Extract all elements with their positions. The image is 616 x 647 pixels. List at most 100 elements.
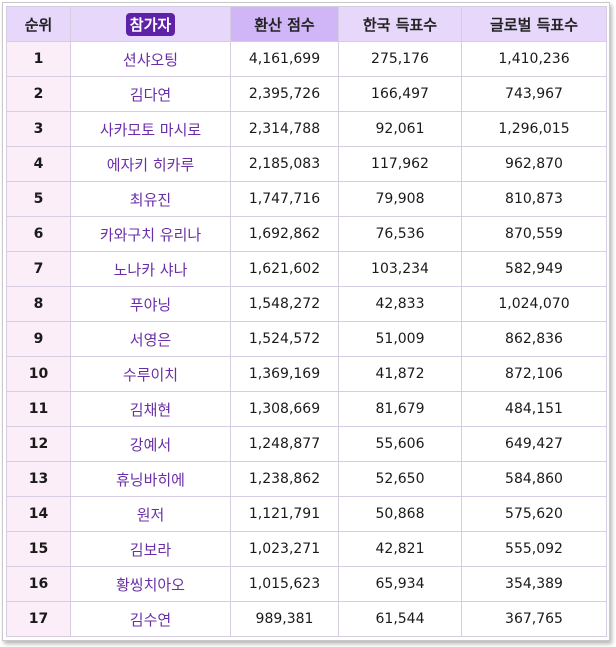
korea-votes-cell: 275,176: [338, 41, 462, 77]
korea-votes-cell: 51,009: [338, 321, 462, 357]
korea-votes-cell: 65,934: [338, 566, 462, 602]
rank-cell: 7: [6, 251, 71, 287]
table-row: 11 김채현 1,308,669 81,679 484,151: [6, 391, 607, 427]
korea-votes-cell: 166,497: [338, 76, 462, 112]
score-cell: 989,381: [230, 601, 339, 637]
global-votes-cell: 584,860: [461, 461, 607, 497]
korea-votes-cell: 81,679: [338, 391, 462, 427]
global-votes-cell: 1,024,070: [461, 286, 607, 322]
global-votes-cell: 872,106: [461, 356, 607, 392]
score-cell: 1,524,572: [230, 321, 339, 357]
rank-cell: 9: [6, 321, 71, 357]
rank-cell: 2: [6, 76, 71, 112]
participant-name[interactable]: 푸야닝: [70, 286, 231, 322]
korea-votes-cell: 42,821: [338, 531, 462, 567]
participant-name[interactable]: 김수연: [70, 601, 231, 637]
score-cell: 1,238,862: [230, 461, 339, 497]
participant-name[interactable]: 서영은: [70, 321, 231, 357]
table-row: 9 서영은 1,524,572 51,009 862,836: [6, 321, 607, 357]
korea-votes-cell: 41,872: [338, 356, 462, 392]
header-score[interactable]: 환산 점수: [230, 6, 339, 42]
table-row: 1 션샤오팅 4,161,699 275,176 1,410,236: [6, 41, 607, 77]
rank-cell: 14: [6, 496, 71, 532]
korea-votes-cell: 55,606: [338, 426, 462, 462]
results-table-frame: 순위 참가자 환산 점수 한국 득표수 글로벌 득표수 1 션샤오팅 4,161,6…: [2, 2, 610, 641]
korea-votes-cell: 50,868: [338, 496, 462, 532]
global-votes-cell: 743,967: [461, 76, 607, 112]
participant-name[interactable]: 원저: [70, 496, 231, 532]
results-table: 순위 참가자 환산 점수 한국 득표수 글로벌 득표수 1 션샤오팅 4,161,6…: [6, 6, 607, 637]
global-votes-cell: 367,765: [461, 601, 607, 637]
rank-cell: 15: [6, 531, 71, 567]
table-row: 16 황씽치아오 1,015,623 65,934 354,389: [6, 566, 607, 602]
korea-votes-cell: 79,908: [338, 181, 462, 217]
global-votes-cell: 1,296,015: [461, 111, 607, 147]
score-cell: 1,248,877: [230, 426, 339, 462]
participant-name[interactable]: 김채현: [70, 391, 231, 427]
rank-cell: 11: [6, 391, 71, 427]
rank-cell: 10: [6, 356, 71, 392]
participant-name[interactable]: 수루이치: [70, 356, 231, 392]
score-cell: 1,023,271: [230, 531, 339, 567]
korea-votes-cell: 42,833: [338, 286, 462, 322]
global-votes-cell: 484,151: [461, 391, 607, 427]
rank-cell: 3: [6, 111, 71, 147]
table-row: 13 휴닝바히에 1,238,862 52,650 584,860: [6, 461, 607, 497]
global-votes-cell: 354,389: [461, 566, 607, 602]
table-row: 12 강예서 1,248,877 55,606 649,427: [6, 426, 607, 462]
participant-name[interactable]: 노나카 샤나: [70, 251, 231, 287]
global-votes-cell: 810,873: [461, 181, 607, 217]
participant-name[interactable]: 강예서: [70, 426, 231, 462]
table-row: 5 최유진 1,747,716 79,908 810,873: [6, 181, 607, 217]
header-global-votes[interactable]: 글로벌 득표수: [461, 6, 607, 42]
score-cell: 1,308,669: [230, 391, 339, 427]
korea-votes-cell: 92,061: [338, 111, 462, 147]
global-votes-cell: 575,620: [461, 496, 607, 532]
participant-name[interactable]: 에자키 히카루: [70, 146, 231, 182]
table-row: 10 수루이치 1,369,169 41,872 872,106: [6, 356, 607, 392]
score-cell: 2,185,083: [230, 146, 339, 182]
korea-votes-cell: 117,962: [338, 146, 462, 182]
score-cell: 2,314,788: [230, 111, 339, 147]
header-korea-votes[interactable]: 한국 득표수: [338, 6, 462, 42]
participant-header-pill[interactable]: 참가자: [125, 12, 176, 36]
table-row: 3 사카모토 마시로 2,314,788 92,061 1,296,015: [6, 111, 607, 147]
score-cell: 4,161,699: [230, 41, 339, 77]
table-row: 6 카와구치 유리나 1,692,862 76,536 870,559: [6, 216, 607, 252]
participant-name[interactable]: 카와구치 유리나: [70, 216, 231, 252]
table-row: 2 김다연 2,395,726 166,497 743,967: [6, 76, 607, 112]
global-votes-cell: 862,836: [461, 321, 607, 357]
rank-cell: 6: [6, 216, 71, 252]
score-cell: 1,121,791: [230, 496, 339, 532]
rank-cell: 1: [6, 41, 71, 77]
rank-cell: 16: [6, 566, 71, 602]
score-cell: 1,548,272: [230, 286, 339, 322]
rank-cell: 4: [6, 146, 71, 182]
participant-name[interactable]: 김다연: [70, 76, 231, 112]
rank-cell: 8: [6, 286, 71, 322]
participant-name[interactable]: 황씽치아오: [70, 566, 231, 602]
global-votes-cell: 649,427: [461, 426, 607, 462]
header-row: 순위 참가자 환산 점수 한국 득표수 글로벌 득표수: [6, 6, 607, 42]
participant-name[interactable]: 사카모토 마시로: [70, 111, 231, 147]
participant-name[interactable]: 최유진: [70, 181, 231, 217]
participant-name[interactable]: 휴닝바히에: [70, 461, 231, 497]
table-row: 15 김보라 1,023,271 42,821 555,092: [6, 531, 607, 567]
header-participant[interactable]: 참가자: [70, 6, 231, 42]
score-cell: 1,747,716: [230, 181, 339, 217]
global-votes-cell: 1,410,236: [461, 41, 607, 77]
participant-name[interactable]: 션샤오팅: [70, 41, 231, 77]
korea-votes-cell: 103,234: [338, 251, 462, 287]
rank-cell: 13: [6, 461, 71, 497]
table-row: 4 에자키 히카루 2,185,083 117,962 962,870: [6, 146, 607, 182]
global-votes-cell: 870,559: [461, 216, 607, 252]
korea-votes-cell: 61,544: [338, 601, 462, 637]
score-cell: 2,395,726: [230, 76, 339, 112]
korea-votes-cell: 76,536: [338, 216, 462, 252]
score-cell: 1,692,862: [230, 216, 339, 252]
global-votes-cell: 962,870: [461, 146, 607, 182]
rank-cell: 17: [6, 601, 71, 637]
header-rank: 순위: [6, 6, 71, 42]
table-body: 1 션샤오팅 4,161,699 275,176 1,410,236 2 김다연 2,395,…: [6, 41, 607, 637]
participant-name[interactable]: 김보라: [70, 531, 231, 567]
